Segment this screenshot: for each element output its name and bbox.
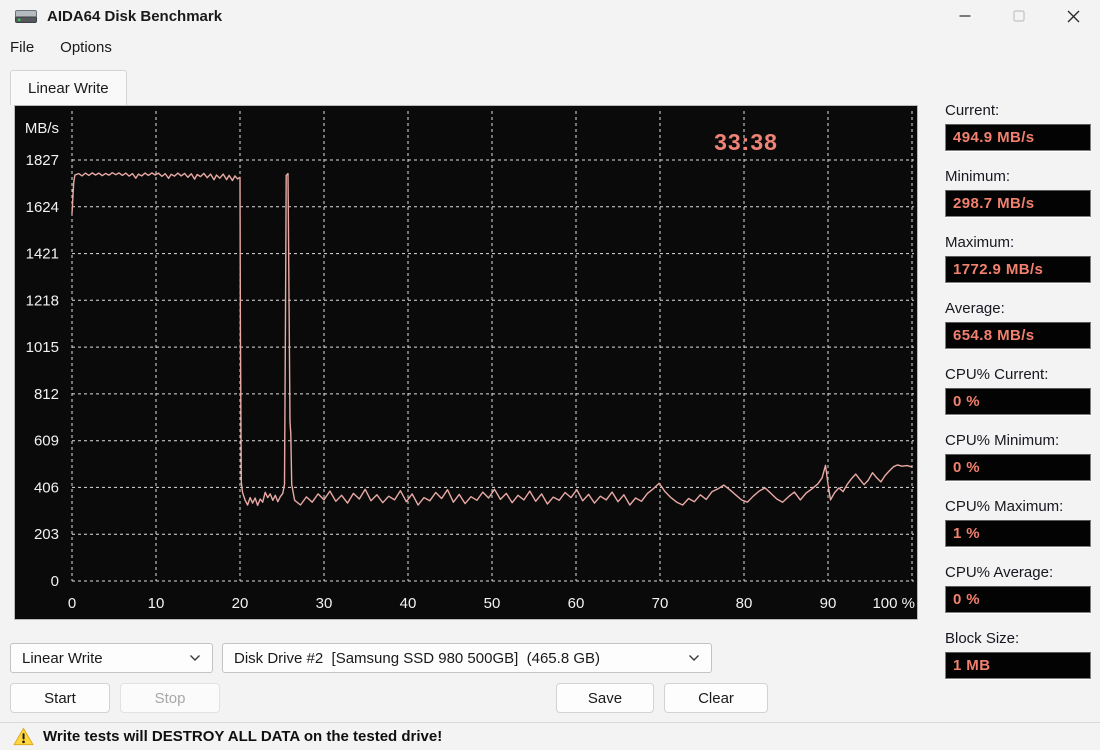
close-button[interactable] <box>1046 0 1100 32</box>
svg-text:0: 0 <box>68 595 76 612</box>
svg-text:20: 20 <box>232 595 249 612</box>
stat-block-size: Block Size: 1 MB <box>945 629 1091 679</box>
warning-icon <box>13 727 34 746</box>
svg-text:406: 406 <box>34 479 59 496</box>
svg-text:1218: 1218 <box>26 292 59 309</box>
stat-label: Maximum: <box>945 234 1015 251</box>
svg-text:MB/s: MB/s <box>25 120 59 137</box>
stats-panel: Current: 494.9 MB/s Minimum: 298.7 MB/s … <box>945 101 1091 695</box>
maximize-icon <box>1013 10 1025 22</box>
stat-value: 298.7 MB/s <box>945 190 1091 217</box>
window-controls <box>938 0 1100 32</box>
stat-label: Minimum: <box>945 168 1011 185</box>
chevron-down-icon <box>689 655 699 661</box>
stat-value: 0 % <box>945 586 1091 613</box>
test-type-select[interactable]: Linear Write <box>10 643 213 673</box>
stat-cpu-minimum: CPU% Minimum: 0 % <box>945 431 1091 481</box>
stat-label: CPU% Maximum: <box>945 498 1064 515</box>
menubar: File Options <box>0 33 138 61</box>
svg-text:1421: 1421 <box>26 246 59 263</box>
stat-label: CPU% Minimum: <box>945 432 1060 449</box>
stat-maximum: Maximum: 1772.9 MB/s <box>945 233 1091 283</box>
svg-text:1827: 1827 <box>26 152 59 169</box>
svg-text:50: 50 <box>484 595 501 612</box>
svg-text:90: 90 <box>820 595 837 612</box>
stat-value: 0 % <box>945 388 1091 415</box>
benchmark-chart: MB/s 1827 1624 1421 1218 1015 812 609 406 203 0 0 10… <box>14 105 918 620</box>
minimize-button[interactable] <box>938 0 992 32</box>
stat-value: 654.8 MB/s <box>945 322 1091 349</box>
drive-select[interactable]: Disk Drive #2 [Samsung SSD 980 500GB] (4… <box>222 643 712 673</box>
svg-text:33:38: 33:38 <box>714 129 778 155</box>
menu-item-file[interactable]: File <box>10 38 35 56</box>
svg-text:1015: 1015 <box>26 339 59 356</box>
start-button[interactable]: Start <box>10 683 110 713</box>
drive-select-value: Disk Drive #2 [Samsung SSD 980 500GB] (4… <box>234 649 600 667</box>
stat-cpu-average: CPU% Average: 0 % <box>945 563 1091 613</box>
stat-cpu-maximum: CPU% Maximum: 1 % <box>945 497 1091 547</box>
stat-value: 494.9 MB/s <box>945 124 1091 151</box>
clear-button[interactable]: Clear <box>664 683 768 713</box>
svg-text:40: 40 <box>400 595 417 612</box>
app-disk-icon <box>15 9 37 24</box>
svg-text:0: 0 <box>51 573 59 590</box>
titlebar: AIDA64 Disk Benchmark <box>0 0 1100 32</box>
stat-minimum: Minimum: 298.7 MB/s <box>945 167 1091 217</box>
svg-text:812: 812 <box>34 386 59 403</box>
save-button[interactable]: Save <box>556 683 654 713</box>
svg-text:1624: 1624 <box>26 199 59 216</box>
stat-value: 1772.9 MB/s <box>945 256 1091 283</box>
tab-label: Linear Write <box>28 79 109 97</box>
stat-label: Block Size: <box>945 630 1020 647</box>
stat-label: Current: <box>945 102 1000 119</box>
warning-text: Write tests will DESTROY ALL DATA on the… <box>43 728 443 745</box>
warning-bar: Write tests will DESTROY ALL DATA on the… <box>0 722 1100 750</box>
stat-value: 0 % <box>945 454 1091 481</box>
stat-label: Average: <box>945 300 1005 317</box>
test-type-value: Linear Write <box>22 649 103 667</box>
svg-text:70: 70 <box>652 595 669 612</box>
stop-button[interactable]: Stop <box>120 683 220 713</box>
stat-average: Average: 654.8 MB/s <box>945 299 1091 349</box>
stat-value: 1 % <box>945 520 1091 547</box>
svg-text:609: 609 <box>34 433 59 450</box>
svg-text:100 %: 100 % <box>872 595 915 612</box>
window-title: AIDA64 Disk Benchmark <box>47 7 223 25</box>
stat-label: CPU% Current: <box>945 366 1049 383</box>
stat-label: CPU% Average: <box>945 564 1054 581</box>
minimize-icon <box>959 15 971 17</box>
tab-linear-write[interactable]: Linear Write <box>10 70 127 105</box>
close-icon <box>1067 10 1079 22</box>
svg-text:203: 203 <box>34 526 59 543</box>
svg-text:10: 10 <box>148 595 165 612</box>
stat-value: 1 MB <box>945 652 1091 679</box>
stat-cpu-current: CPU% Current: 0 % <box>945 365 1091 415</box>
stat-current: Current: 494.9 MB/s <box>945 101 1091 151</box>
svg-text:30: 30 <box>316 595 333 612</box>
maximize-button[interactable] <box>992 0 1046 32</box>
svg-text:80: 80 <box>736 595 753 612</box>
svg-text:60: 60 <box>568 595 585 612</box>
menu-item-options[interactable]: Options <box>60 38 112 56</box>
chevron-down-icon <box>190 655 200 661</box>
